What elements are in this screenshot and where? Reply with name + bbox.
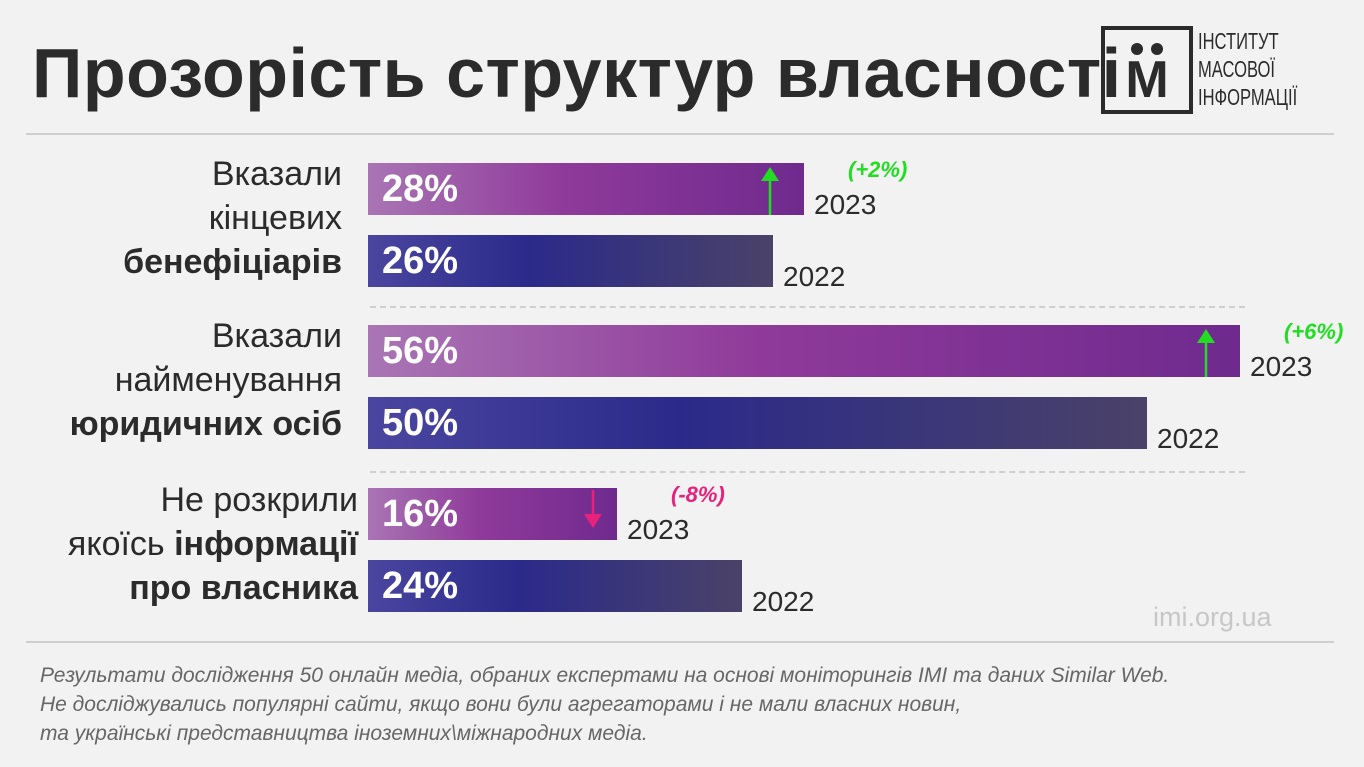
logo-letter: М [1125,51,1169,109]
logo-text-line: ІНФОРМАЦІЇ [1198,84,1298,110]
label-line: Не розкрили [160,481,358,519]
label-line-bold: бенефіціарів [123,243,342,281]
footnote-line: Результати дослідження 50 онлайн медіа, … [40,664,1170,687]
change-label: (+6%) [1284,319,1344,344]
logo-text: ІНСТИТУТ МАСОВОЇ ІНФОРМАЦІЇ [1198,27,1297,111]
category-label-legal-entities: Вказали найменування юридичних осіб [70,314,342,446]
logo-text-line: МАСОВОЇ [1198,56,1275,82]
bar-value-label: 28% [382,168,459,210]
logo-dot-left [1131,43,1143,55]
label-line-bold: юридичних осіб [69,405,342,443]
footnote-line: та українські представництва іноземних\м… [40,722,648,745]
category-label-undisclosed: Не розкрили якоїсь інформації про власни… [68,478,358,610]
group-separator [370,471,1245,473]
bottom-divider [26,641,1334,643]
change-label: (-8%) [671,482,725,507]
bar-2023: 16% [368,488,617,540]
page-title: Прозорість структур власності [32,34,1122,112]
label-line-bold: про власника [129,569,358,607]
logo-dot-right [1151,43,1163,55]
bar-2022: 26% [368,235,773,287]
bar-year-label: 2023 [627,514,690,545]
imi-logo: М [1101,26,1193,114]
label-line: Вказали [211,317,342,355]
bar-value-label: 24% [382,565,459,607]
site-url: imi.org.ua [1153,602,1272,632]
bar-2022: 24% [368,560,742,612]
bar-year-label: 2022 [783,261,846,292]
bar-value-label: 56% [382,330,459,372]
bar-year-label: 2023 [1250,351,1313,382]
arrow-up-icon [1197,329,1215,377]
bar-value-label: 26% [382,240,459,282]
category-label-beneficiaries: Вказали кінцевих бенефіціарів [123,152,342,284]
group-separator [370,306,1245,308]
top-divider [26,133,1334,135]
bar-year-label: 2023 [814,189,877,220]
bar-value-label: 16% [382,493,459,535]
bar-year-label: 2022 [752,586,815,617]
label-line-bold: інформації [174,525,358,563]
label-line: кінцевих [208,199,342,237]
change-label: (+2%) [848,157,908,182]
bar-2023: 28% [368,163,804,215]
arrow-down-icon [584,490,602,528]
label-line: Вказали [211,155,342,193]
bar-2023: 56% [368,325,1240,377]
bar-value-label: 50% [382,402,459,444]
bar-year-label: 2022 [1157,423,1220,454]
bar-2022: 50% [368,397,1147,449]
footnote: Результати дослідження 50 онлайн медіа, … [40,661,1169,748]
footnote-line: Не досліджувались популярні сайти, якщо … [40,693,962,716]
label-line: якоїсь [67,525,175,563]
arrow-up-icon [761,167,779,215]
logo-text-line: ІНСТИТУТ [1198,28,1279,54]
label-line: найменування [114,361,342,399]
